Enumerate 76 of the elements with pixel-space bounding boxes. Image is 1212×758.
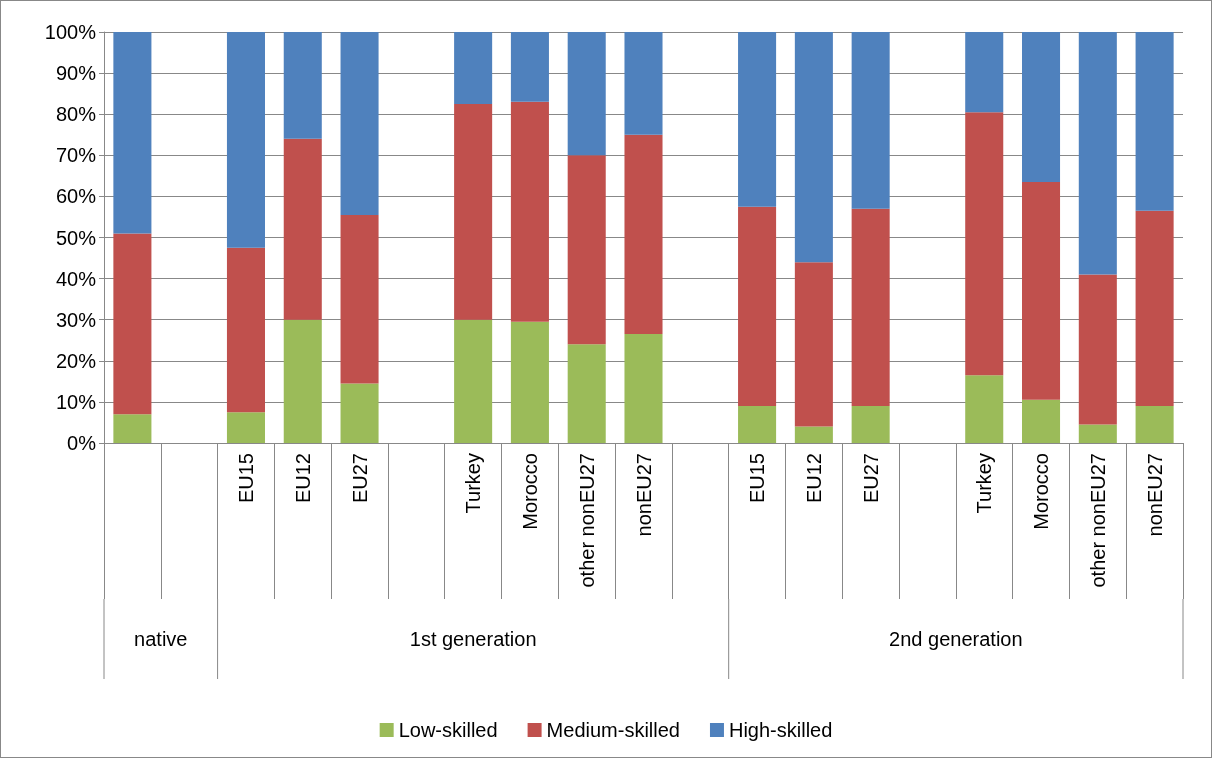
legend-label: Low-skilled xyxy=(398,719,498,741)
bar xyxy=(794,426,833,443)
bar xyxy=(624,32,663,135)
x-tick-label: EU15 xyxy=(746,453,769,504)
bar xyxy=(1078,424,1117,443)
bar xyxy=(1022,399,1061,443)
bar xyxy=(340,214,379,384)
x-tick-label: EU15 xyxy=(234,453,257,504)
bar xyxy=(965,375,1004,443)
bar xyxy=(851,208,890,407)
x-tick-label: Turkey xyxy=(462,453,485,514)
y-tick-label: 40% xyxy=(55,267,97,290)
bar xyxy=(283,32,322,139)
bar xyxy=(1135,32,1174,211)
bar xyxy=(1135,210,1174,407)
bar xyxy=(1022,182,1061,400)
y-tick-label: 60% xyxy=(55,185,97,208)
bar xyxy=(851,406,890,443)
bar xyxy=(113,32,152,234)
bar xyxy=(624,334,663,443)
text: native xyxy=(134,628,188,650)
bar xyxy=(965,112,1004,376)
x-tick-label: Morocco xyxy=(518,453,541,530)
y-tick-label: 100% xyxy=(44,21,97,43)
bar xyxy=(113,414,152,443)
bar xyxy=(510,101,549,322)
bar xyxy=(283,138,322,320)
bar xyxy=(454,103,493,320)
x-tick-label: nonEU27 xyxy=(632,453,655,537)
bar xyxy=(1078,32,1117,275)
bar xyxy=(113,233,152,415)
bar xyxy=(226,247,265,413)
bar xyxy=(283,319,322,443)
bar xyxy=(738,406,777,443)
y-tick-label: 80% xyxy=(55,103,97,126)
y-tick-label: 30% xyxy=(55,308,97,331)
x-tick-label: EU12 xyxy=(802,453,825,504)
bar xyxy=(454,32,493,104)
x-tick-label: other nonEU27 xyxy=(1086,453,1109,588)
bar xyxy=(794,262,833,427)
bar xyxy=(738,32,777,207)
legend-label: Medium-skilled xyxy=(546,719,680,741)
bar xyxy=(567,32,606,156)
bar xyxy=(226,412,265,443)
bar xyxy=(965,32,1004,113)
bar xyxy=(567,155,606,345)
text: 1st generation xyxy=(409,628,537,650)
x-tick-label: Morocco xyxy=(1030,453,1053,530)
bar xyxy=(624,134,663,335)
x-tick-label: EU27 xyxy=(859,453,882,504)
y-tick-label: 90% xyxy=(55,62,97,85)
bar xyxy=(454,319,493,443)
bar xyxy=(1135,406,1174,443)
y-tick-label: 10% xyxy=(55,390,97,413)
y-tick-label: 70% xyxy=(55,144,97,167)
bar xyxy=(340,32,379,215)
bar xyxy=(794,32,833,263)
bar xyxy=(738,206,777,407)
x-tick-label: other nonEU27 xyxy=(575,453,598,588)
text: 2nd generation xyxy=(889,628,1023,650)
bar xyxy=(226,32,265,248)
bar xyxy=(510,32,549,102)
y-tick-label: 20% xyxy=(55,349,97,372)
bar xyxy=(510,321,549,443)
bar xyxy=(1022,32,1061,183)
bar xyxy=(1078,274,1117,425)
bar xyxy=(851,32,890,209)
y-tick-label: 0% xyxy=(67,432,97,454)
legend-label: High-skilled xyxy=(728,719,833,741)
x-tick-label: EU27 xyxy=(348,453,371,504)
x-tick-label: nonEU27 xyxy=(1143,453,1166,537)
bar xyxy=(340,383,379,443)
bar xyxy=(567,344,606,443)
x-tick-label: EU12 xyxy=(291,453,314,504)
y-tick-label: 50% xyxy=(55,226,97,249)
x-tick-label: Turkey xyxy=(973,453,996,514)
